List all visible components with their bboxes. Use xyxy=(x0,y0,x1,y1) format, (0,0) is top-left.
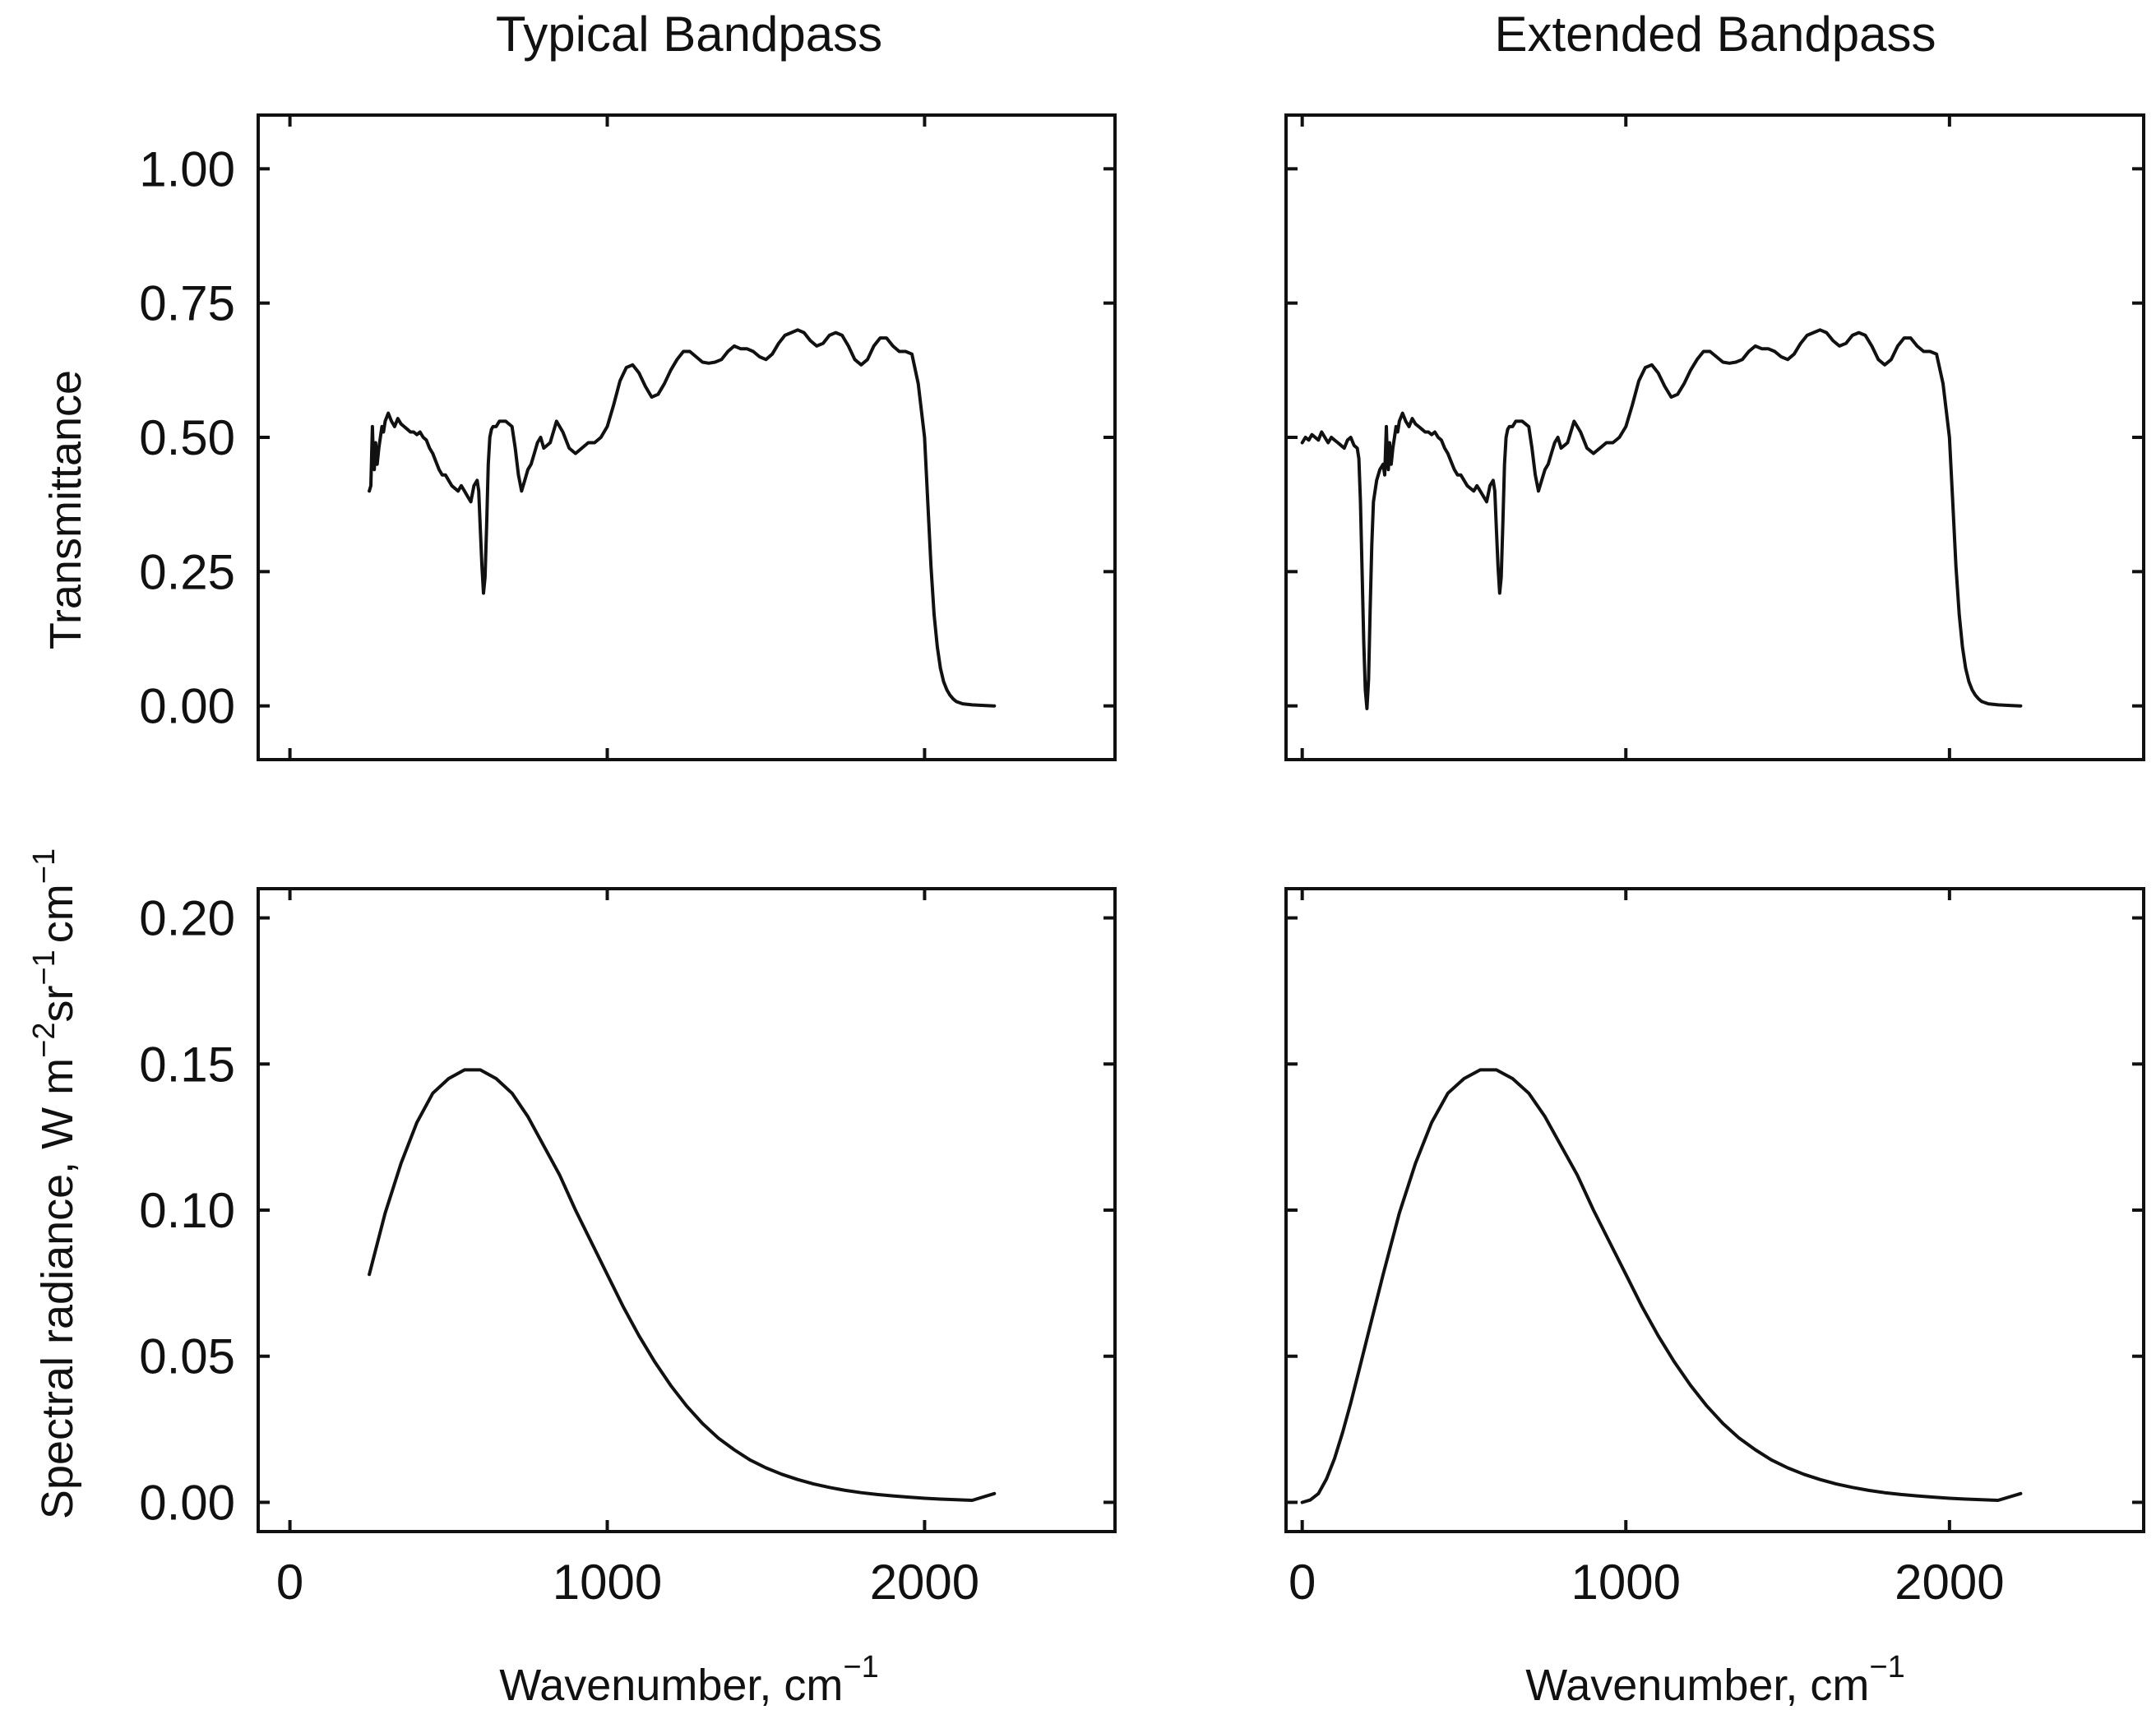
ylabel-spectral-radiance: Spectral radiance, W m−2sr−1cm−1 xyxy=(27,848,82,1519)
y-tick-label: 1.00 xyxy=(139,141,235,196)
title-typical-bandpass: Typical Bandpass xyxy=(496,7,882,62)
panel-bottom-left: 0.00 0.05 0.10 0.15 0.20 0 1000 2000 xyxy=(139,887,1117,1610)
ylabel-sup: −2 xyxy=(27,1023,62,1058)
x-tick-label: 0 xyxy=(276,1555,303,1610)
title-extended-bandpass: Extended Bandpass xyxy=(1494,7,1936,62)
x-tick-label: 0 xyxy=(1289,1555,1316,1610)
x-tick-label: 2000 xyxy=(1895,1555,2004,1610)
xlabel-text: Wavenumber, cm xyxy=(1525,1661,1869,1710)
ylabel-part: cm xyxy=(33,884,82,943)
xlabel-text: Wavenumber, cm xyxy=(499,1661,843,1710)
ylabel-sup: −1 xyxy=(27,950,62,985)
y-tick-label: 0.25 xyxy=(139,544,235,599)
y-tick-label: 0.10 xyxy=(139,1183,235,1238)
xlabel-left: Wavenumber, cm−1 xyxy=(499,1650,878,1710)
plot-frame xyxy=(257,113,1117,761)
y-tick-label: 0.20 xyxy=(139,891,235,946)
xlabel-right: Wavenumber, cm−1 xyxy=(1525,1650,1904,1710)
y-tick-label: 0.15 xyxy=(139,1037,235,1092)
series-line-radiance xyxy=(368,1068,997,1502)
y-tick-label: 0.50 xyxy=(139,410,235,465)
ylabel-transmittance: Transmittance xyxy=(41,370,90,649)
x-tick-label: 2000 xyxy=(870,1555,979,1610)
panel-bottom-right: 0 1000 2000 xyxy=(1284,887,2145,1610)
panel-top-left: 0.00 0.25 0.50 0.75 1.00 xyxy=(139,113,1117,761)
y-tick-label: 0.00 xyxy=(139,679,235,734)
y-tick-label: 0.05 xyxy=(139,1329,235,1384)
panel-top-right xyxy=(1284,113,2145,761)
ylabel-part: sr xyxy=(33,986,82,1023)
plot-frame xyxy=(1284,113,2145,761)
y-tick-label: 0.75 xyxy=(139,276,235,331)
x-tick-label: 1000 xyxy=(553,1555,662,1610)
xlabel-sup: −1 xyxy=(1869,1650,1904,1684)
series-line-radiance xyxy=(1300,1068,2023,1504)
ylabel-sup: −1 xyxy=(27,848,62,884)
series-line-transmittance xyxy=(368,328,997,708)
xlabel-sup: −1 xyxy=(843,1650,878,1684)
series-line-transmittance xyxy=(1300,328,2023,710)
ylabel-part: Spectral radiance, W m xyxy=(33,1058,82,1519)
plot-frame xyxy=(1284,887,2145,1533)
y-tick-label: 0.00 xyxy=(139,1475,235,1530)
x-tick-label: 1000 xyxy=(1571,1555,1681,1610)
